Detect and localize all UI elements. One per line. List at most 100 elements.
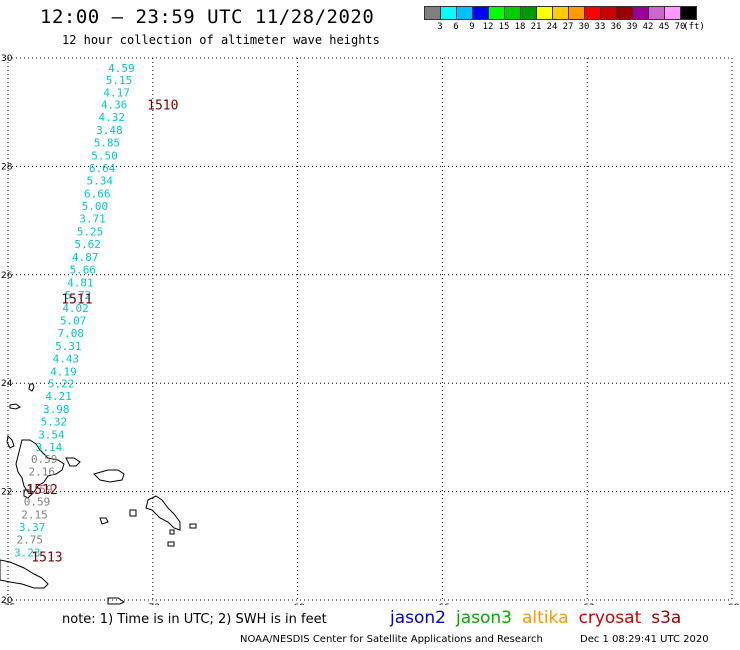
wave-height-value: 3.71 bbox=[79, 212, 106, 225]
wave-height-value: 3.48 bbox=[96, 124, 123, 137]
lon-tick-label: -66 bbox=[435, 603, 450, 605]
legend-label: 18 bbox=[514, 22, 526, 32]
color-legend bbox=[424, 6, 697, 20]
satellite-name: cryosat bbox=[578, 608, 642, 628]
wave-height-value: 5.15 bbox=[106, 74, 133, 87]
island-shape bbox=[23, 489, 33, 499]
wave-height-value: 4.21 bbox=[45, 390, 72, 403]
island-shape bbox=[6, 434, 15, 449]
wave-height-readings: 4.595.154.174.364.323.485.855.506.645.34… bbox=[14, 62, 135, 560]
satellite-name: jason3 bbox=[456, 608, 512, 628]
legend-label: 45 bbox=[658, 22, 670, 32]
legend-label: 42 bbox=[642, 22, 654, 32]
legend-label: 9 bbox=[469, 22, 475, 32]
lat-tick-label: 20 bbox=[1, 596, 13, 605]
wave-height-value: 5.31 bbox=[55, 340, 82, 353]
track-label: 1511 bbox=[61, 293, 92, 308]
wave-height-value: 5.72 bbox=[65, 289, 92, 302]
island-shape bbox=[65, 457, 81, 467]
wave-height-value: 5.25 bbox=[77, 225, 104, 238]
wave-height-value: 6.66 bbox=[84, 188, 111, 201]
wave-height-value: 3.98 bbox=[43, 403, 70, 416]
wave-height-value: 5.50 bbox=[91, 150, 118, 163]
wave-height-value: 5.00 bbox=[82, 200, 109, 213]
lon-tick-label: -72 bbox=[145, 603, 160, 605]
legend-label: 12 bbox=[482, 22, 494, 32]
wave-height-value: 4.59 bbox=[108, 62, 135, 75]
coastline-layer bbox=[0, 383, 197, 605]
wave-height-value: 3.54 bbox=[38, 429, 65, 442]
legend-label: 24 bbox=[546, 22, 558, 32]
track-label: 1513 bbox=[31, 551, 62, 566]
legend-label: 27 bbox=[562, 22, 574, 32]
wave-height-value: 4.17 bbox=[103, 87, 130, 100]
wave-height-value: 3.14 bbox=[36, 441, 63, 454]
island-shape bbox=[99, 517, 109, 525]
wave-height-value: 4.43 bbox=[53, 352, 80, 365]
lat-tick-label: 26 bbox=[1, 271, 13, 281]
track-labels: 1510 1511 1512 1513 bbox=[26, 99, 178, 566]
wave-height-value: 5.32 bbox=[41, 416, 68, 429]
satellite-legend: jason2 jason3 altika cryosat s3a bbox=[390, 608, 691, 628]
lon-tick-label: -75 bbox=[1, 603, 16, 605]
wave-height-value: 3.37 bbox=[19, 521, 46, 534]
wave-height-value: 1.59 bbox=[26, 483, 53, 496]
legend-label: 70 bbox=[674, 22, 686, 32]
island-shape bbox=[93, 469, 125, 483]
legend-label: 3 bbox=[437, 22, 443, 32]
map-grid bbox=[7, 57, 733, 601]
legend-label: 15 bbox=[498, 22, 510, 32]
axis-ticks: 30 28 26 24 22 20-75 -72 -69 -66 -63 -60 bbox=[1, 54, 740, 605]
legend-label: 39 bbox=[626, 22, 638, 32]
lat-tick-label: 22 bbox=[1, 488, 12, 498]
island-shape bbox=[107, 597, 125, 605]
island-shape bbox=[0, 559, 49, 589]
wave-height-value: 5.22 bbox=[48, 378, 75, 391]
wave-height-value: 4.02 bbox=[62, 302, 89, 315]
wave-height-value: 5.66 bbox=[70, 263, 97, 276]
satellite-name: s3a bbox=[651, 608, 682, 628]
wave-height-value: 7.08 bbox=[57, 327, 84, 340]
page-subtitle: 12 hour collection of altimeter wave hei… bbox=[62, 33, 380, 47]
altimeter-map: 4.595.154.174.364.323.485.855.506.645.34… bbox=[0, 54, 740, 605]
lon-tick-label: -63 bbox=[580, 603, 595, 605]
generation-date: Dec 1 08:29:41 UTC 2020 bbox=[580, 634, 709, 645]
island-shape bbox=[28, 383, 35, 392]
satellite-name: altika bbox=[522, 608, 569, 628]
legend-unit: (ft) bbox=[683, 22, 705, 32]
track-label: 1510 bbox=[147, 99, 178, 114]
island-shape bbox=[169, 529, 175, 535]
credit-line: NOAA/NESDIS Center for Satellite Applica… bbox=[240, 634, 543, 645]
footer-note: note: 1) Time is in UTC; 2) SWH is in fe… bbox=[62, 612, 327, 627]
wave-height-value: 2.75 bbox=[16, 533, 43, 546]
lon-tick-label: -69 bbox=[290, 603, 305, 605]
legend-label: 21 bbox=[530, 22, 542, 32]
lat-tick-label: 30 bbox=[1, 54, 13, 64]
wave-height-value: 2.15 bbox=[21, 508, 48, 521]
wave-height-value: 0.59 bbox=[24, 495, 51, 508]
lat-tick-label: 24 bbox=[1, 379, 13, 389]
legend-label: 30 bbox=[578, 22, 590, 32]
wave-height-value: 4.36 bbox=[101, 99, 128, 112]
legend-swatch bbox=[680, 6, 697, 20]
wave-height-value: 2.16 bbox=[29, 466, 56, 479]
wave-height-value: 4.81 bbox=[67, 276, 94, 289]
island-shape bbox=[145, 495, 181, 531]
wave-height-value: 0.59 bbox=[31, 453, 58, 466]
track-label: 1512 bbox=[26, 483, 57, 498]
island-shape bbox=[15, 439, 65, 493]
page-title: 12:00 – 23:59 UTC 11/28/2020 bbox=[40, 6, 375, 28]
wave-height-value: 5.62 bbox=[74, 238, 101, 251]
legend-label: 33 bbox=[594, 22, 606, 32]
island-shape bbox=[167, 541, 175, 547]
island-shape bbox=[189, 523, 197, 529]
legend-label: 6 bbox=[453, 22, 459, 32]
wave-height-value: 4.32 bbox=[99, 111, 126, 124]
wave-height-value: 5.07 bbox=[60, 314, 87, 327]
wave-height-value: 4.19 bbox=[50, 365, 77, 378]
satellite-name: jason2 bbox=[390, 608, 446, 628]
lat-tick-label: 28 bbox=[1, 162, 13, 172]
wave-height-value: 3.23 bbox=[14, 546, 41, 559]
island-shape bbox=[129, 509, 137, 517]
wave-height-value: 5.85 bbox=[94, 137, 121, 150]
